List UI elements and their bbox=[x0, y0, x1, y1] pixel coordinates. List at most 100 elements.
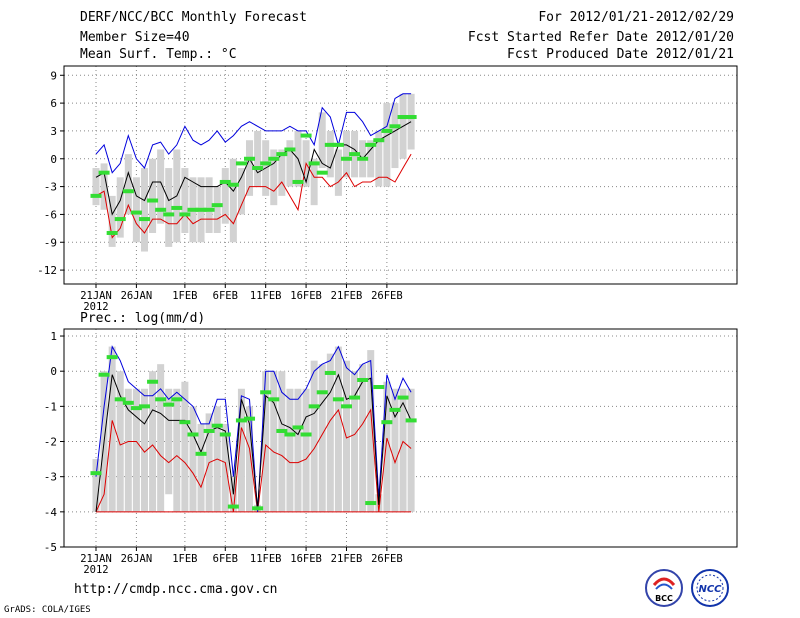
temp-ensemble-box bbox=[254, 130, 262, 187]
temp-xtick-label: 11FEB bbox=[250, 290, 282, 302]
member-size-label: Member Size=40 bbox=[80, 30, 190, 45]
prec-year-label: 2012 bbox=[83, 564, 108, 576]
prec-xtick-label: 1FEB bbox=[172, 553, 197, 565]
prec-ytick-label: -5 bbox=[44, 541, 57, 554]
temp-ensemble-box bbox=[140, 168, 148, 252]
prec-marker bbox=[90, 471, 102, 476]
grads-credit: GrADS: COLA/IGES bbox=[4, 605, 91, 615]
prec-xtick-label: 21JAN bbox=[80, 553, 112, 565]
prec-xtick-label: 26FEB bbox=[371, 553, 403, 565]
prec-ensemble-box bbox=[189, 406, 197, 512]
prec-ensemble-box bbox=[181, 381, 189, 512]
prec-ensemble-box bbox=[140, 388, 148, 512]
prec-marker bbox=[292, 425, 304, 430]
source-url[interactable]: http://cmdp.ncc.cma.gov.cn bbox=[74, 582, 278, 597]
temp-xtick-label: 21FEB bbox=[331, 290, 363, 302]
temp-ytick-label: -12 bbox=[37, 264, 57, 277]
temp-plot: -12 -9 -6 -3 0 3 6 9 21JAN 26JAN 1FEB 6FEB 11FEB 16FE… bbox=[37, 65, 738, 313]
prec-marker bbox=[235, 418, 247, 423]
prec-marker bbox=[244, 416, 256, 421]
prec-ensemble-box bbox=[359, 364, 367, 512]
prec-ensemble-box bbox=[334, 346, 342, 512]
prec-mean-line bbox=[95, 373, 412, 512]
prec-frame bbox=[63, 328, 738, 548]
temp-marker bbox=[211, 203, 223, 208]
prec-ensemble-box bbox=[391, 388, 399, 512]
prec-ensemble-box bbox=[383, 381, 391, 512]
temp-ensemble-box bbox=[342, 130, 350, 178]
temp-marker bbox=[349, 152, 361, 157]
prec-marker bbox=[340, 404, 352, 409]
prec-marker bbox=[381, 420, 393, 425]
temp-marker bbox=[244, 156, 256, 161]
temp-ensemble-box bbox=[318, 112, 326, 169]
prec-ensemble-box bbox=[294, 388, 302, 512]
prec-ensemble-box bbox=[318, 364, 326, 512]
fcst-produced-label: Fcst Produced Date 2012/01/21 bbox=[507, 47, 734, 62]
temp-ensemble-box bbox=[181, 168, 189, 233]
temp-xtick-label: 6FEB bbox=[213, 290, 238, 302]
prec-ytick-label: -3 bbox=[44, 471, 57, 484]
prec-ensemble-box bbox=[278, 371, 286, 512]
temp-marker bbox=[357, 156, 369, 161]
chart-title: DERF/NCC/BCC Monthly Forecast bbox=[80, 10, 307, 25]
temp-ytick-label: 9 bbox=[50, 69, 57, 82]
prec-marker bbox=[122, 400, 134, 405]
prec-ensemble-box bbox=[108, 346, 116, 512]
temp-marker bbox=[260, 161, 272, 166]
temp-xtick-label: 26JAN bbox=[121, 290, 153, 302]
ncc-logo: NCC bbox=[691, 569, 729, 607]
prec-xtick-label: 21FEB bbox=[331, 553, 363, 565]
prec-ensemble-box bbox=[237, 388, 245, 512]
ncc-logo-text: NCC bbox=[698, 584, 722, 595]
temp-marker bbox=[227, 182, 239, 187]
prec-ensemble-box bbox=[165, 388, 173, 495]
temp-marker bbox=[138, 217, 150, 222]
temp-marker bbox=[98, 170, 110, 175]
prec-marker bbox=[357, 377, 369, 382]
prec-marker bbox=[349, 395, 361, 400]
prec-ensemble-box bbox=[351, 371, 359, 512]
temp-ytick-label: -9 bbox=[44, 236, 57, 249]
fcst-started-label: Fcst Started Refer Date 2012/01/20 bbox=[467, 30, 734, 45]
prec-ensemble-box bbox=[132, 388, 140, 512]
prec-ytick-label: 0 bbox=[50, 365, 57, 378]
temp-marker bbox=[340, 156, 352, 161]
temp-marker bbox=[179, 212, 191, 217]
prec-ytick-label: -2 bbox=[44, 436, 57, 449]
prec-marker bbox=[227, 504, 239, 509]
prec-marker bbox=[308, 404, 320, 409]
prec-ytick-label: 1 bbox=[50, 330, 57, 343]
temp-marker bbox=[122, 189, 134, 194]
prec-xtick-label: 6FEB bbox=[213, 553, 238, 565]
prec-ensemble-box bbox=[92, 459, 100, 512]
temp-ensemble-box bbox=[237, 168, 245, 215]
prec-max-line bbox=[95, 345, 412, 512]
temp-ytick-label: -3 bbox=[44, 181, 57, 194]
temp-ensemble-box bbox=[391, 103, 399, 169]
prec-ensemble-box bbox=[197, 423, 205, 512]
prec-marker bbox=[373, 385, 385, 390]
prec-marker bbox=[106, 355, 118, 360]
prec-marker bbox=[179, 420, 191, 425]
temp-xtick-label: 16FEB bbox=[290, 290, 322, 302]
prec-ensemble-box bbox=[157, 364, 165, 512]
prec-marker bbox=[252, 506, 264, 511]
prec-marker bbox=[316, 390, 328, 395]
temp-ensemble-box bbox=[367, 140, 375, 178]
prec-xtick-label: 11FEB bbox=[250, 553, 282, 565]
temp-ensemble-box bbox=[205, 177, 213, 233]
temp-ensemble-box bbox=[286, 140, 294, 187]
temp-ytick-label: -6 bbox=[44, 208, 57, 221]
prec-marker bbox=[203, 428, 215, 433]
temp-marker bbox=[373, 138, 385, 143]
temp-ensemble-box bbox=[229, 158, 237, 243]
temp-xtick-label: 26FEB bbox=[371, 290, 403, 302]
prec-marker bbox=[405, 418, 417, 423]
prec-marker bbox=[300, 432, 312, 437]
prec-marker bbox=[195, 451, 207, 456]
prec-ensemble-box bbox=[302, 388, 310, 512]
temp-ensemble-box bbox=[92, 168, 100, 206]
bcc-logo: BCC bbox=[645, 569, 683, 607]
prec-marker bbox=[260, 390, 272, 395]
